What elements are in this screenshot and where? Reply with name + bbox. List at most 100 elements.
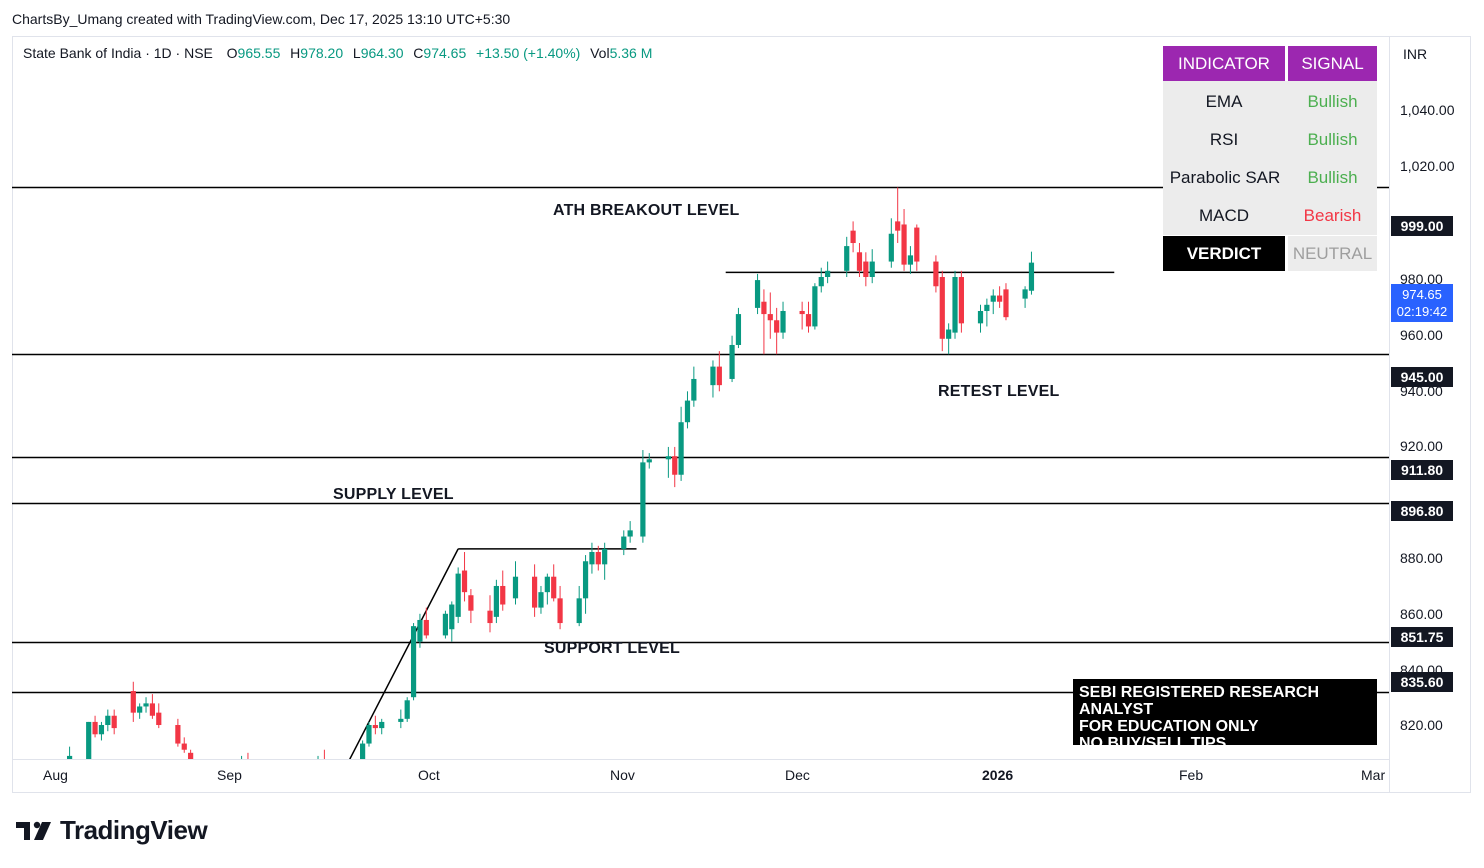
candle-body [812, 286, 818, 327]
chart-credit: ChartsBy_Umang created with TradingView.… [12, 11, 511, 27]
price-tick: 960.00 [1400, 327, 1443, 343]
candle-body [678, 422, 684, 475]
candle-body [532, 576, 538, 608]
candle-body [984, 304, 990, 311]
verdict-label: VERDICT [1163, 236, 1285, 271]
price-tick: 1,020.00 [1400, 158, 1455, 174]
price-tick: 880.00 [1400, 550, 1443, 566]
supply-label: SUPPLY LEVEL [333, 486, 454, 503]
chart-frame [12, 36, 1471, 793]
candle-body [188, 752, 194, 759]
disclaimer-line: NO BUY/SELL TIPS [1079, 735, 1227, 752]
candle-body [672, 456, 678, 475]
candle-body [621, 536, 627, 549]
candle-body [665, 456, 671, 460]
candle-body [417, 619, 423, 642]
candle-body [398, 718, 404, 722]
candle-body [939, 277, 945, 339]
candle-body [946, 329, 952, 339]
candle-body [98, 725, 105, 735]
bar-countdown: 02:19:42 [1396, 304, 1448, 319]
candle-body [512, 576, 519, 599]
time-tick: Oct [418, 767, 440, 783]
candle-body [850, 230, 856, 244]
candle-body [468, 595, 474, 611]
trendline [349, 548, 459, 759]
indicator-ema: EMA [1205, 92, 1243, 111]
open-value: 965.55 [237, 45, 281, 61]
candlestick-plot[interactable] [12, 36, 1389, 759]
candle-body [977, 310, 984, 324]
candle-body [372, 725, 378, 729]
candle-body [410, 626, 417, 698]
candle-body [933, 261, 939, 287]
ath-breakout-label: ATH BREAKOUT LEVEL [553, 202, 740, 219]
currency-label[interactable]: INR [1403, 46, 1428, 62]
candle-body [105, 715, 111, 726]
retest-label: RETEST LEVEL [938, 383, 1060, 400]
price-tick: 920.00 [1400, 438, 1443, 454]
level-tag-835: 835.60 [1391, 672, 1453, 692]
candle-body [461, 570, 468, 593]
candle-body [149, 703, 155, 716]
current-price-tag: 974.65 02:19:42 [1391, 284, 1453, 322]
candle-body [640, 462, 646, 537]
candle-body [602, 548, 608, 565]
signal-macd: Bearish [1303, 206, 1362, 225]
candle-body [423, 619, 429, 636]
table-header-signal: SIGNAL [1288, 46, 1377, 81]
price-tick: 940.00 [1400, 383, 1443, 399]
candle-body [869, 261, 875, 277]
candle-body [907, 255, 914, 265]
close-value: 974.65 [423, 45, 467, 61]
candle-body [761, 301, 767, 315]
signal-psar: Bullish [1307, 168, 1358, 187]
table-header-indicator: INDICATOR [1163, 46, 1285, 81]
candle-body [774, 320, 780, 333]
candle-body [754, 280, 761, 308]
level-tag-911: 911.80 [1391, 460, 1453, 480]
candle-body [66, 755, 73, 759]
candle-body [952, 277, 958, 333]
level-tag-supply: 896.80 [1391, 501, 1453, 521]
time-tick: Nov [610, 767, 635, 783]
candle-body [595, 551, 601, 565]
high-label: H [290, 45, 301, 61]
candle-body [990, 295, 996, 302]
candle-body [1022, 289, 1028, 299]
candle-body [691, 378, 697, 401]
candle-body [863, 261, 869, 277]
current-price: 974.65 [1402, 287, 1442, 302]
symbol-name: State Bank of India · 1D · NSE [23, 45, 213, 61]
tradingview-brand[interactable]: TradingView [16, 815, 208, 846]
candle-body [111, 715, 117, 729]
indicator-rsi: RSI [1209, 130, 1239, 149]
candle-body [856, 252, 863, 271]
candle-body [767, 314, 773, 321]
price-tick: 860.00 [1400, 606, 1443, 622]
candle-body [710, 366, 716, 386]
signal-rsi: Bullish [1307, 130, 1358, 149]
change-value: +13.50 (+1.40%) [476, 45, 581, 61]
volume-value: 5.36 M [609, 45, 653, 61]
candle-body [914, 227, 920, 262]
candle-body [576, 598, 582, 624]
candle-body [997, 295, 1003, 302]
signal-ema: Bullish [1307, 92, 1358, 111]
level-tag-support: 851.75 [1391, 627, 1453, 647]
candle-body [799, 310, 805, 315]
candle-body [175, 725, 181, 744]
brand-name: TradingView [60, 815, 208, 845]
disclaimer-line: FOR EDUCATION ONLY [1079, 718, 1259, 735]
candle-body [455, 573, 461, 617]
time-tick: Aug [43, 767, 68, 783]
time-tick: Mar [1361, 767, 1386, 783]
candle-body [627, 530, 633, 537]
candle-body [589, 551, 595, 565]
open-label: O [226, 45, 238, 61]
level-tag-ath: 999.00 [1391, 216, 1453, 236]
symbol-legend[interactable]: State Bank of India · 1D · NSE O965.55 H… [23, 45, 652, 61]
candle-body [366, 725, 372, 744]
price-tick: 980.00 [1400, 271, 1443, 287]
price-axis-divider [1389, 36, 1390, 793]
